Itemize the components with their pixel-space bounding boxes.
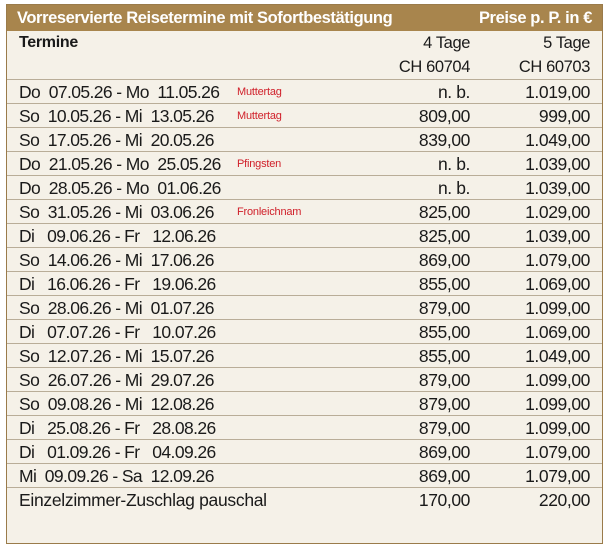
header-termine: Termine (19, 34, 78, 51)
row-price-5-tage: 999,00 (538, 106, 591, 126)
row-dates: Do 21.05.26 - Mo 25.05.26 (19, 154, 221, 174)
row-dates: Mi 09.09.26 - Sa 12.09.26 (19, 466, 215, 486)
row-price-5-tage: 1.099,00 (525, 370, 590, 390)
header-5-tage: 5 Tage (543, 34, 590, 52)
row-dates: So 14.06.26 - Mi 17.06.26 (19, 250, 215, 270)
surcharge-price-4: 170,00 (418, 490, 471, 510)
row-price-4-tage: 869,00 (418, 466, 471, 486)
row-price-4-tage: 809,00 (418, 106, 471, 126)
row-dates: Di 07.07.26 - Fr 10.07.26 (19, 322, 216, 342)
table-row: So 26.07.26 - Mi 29.07.26 879,00 1.099,00 (7, 368, 602, 392)
header-code-5: CH 60703 (518, 58, 591, 76)
row-price-5-tage: 1.019,00 (525, 82, 590, 102)
table-body: Do 07.05.26 - Mo 11.05.26 Muttertag n. b. 1… (7, 80, 602, 488)
table-row: Do 07.05.26 - Mo 11.05.26 Muttertag n. b. 1… (7, 80, 602, 104)
row-dates: So 17.05.26 - Mi 20.05.26 (19, 130, 215, 150)
row-price-5-tage: 1.069,00 (525, 274, 590, 294)
row-dates: Di 16.06.26 - Fr 19.06.26 (19, 274, 216, 294)
row-price-5-tage: 1.039,00 (525, 154, 590, 174)
table-row: Di 01.09.26 - Fr 04.09.26 869,00 1.079,00 (7, 440, 602, 464)
table-title-bar: Vorreservierte Reisetermine mit Sofortbe… (7, 5, 602, 31)
row-holiday-note: Muttertag (237, 110, 282, 122)
row-price-5-tage: 1.049,00 (525, 130, 590, 150)
table-row: Di 07.07.26 - Fr 10.07.26 855,00 1.069,00 (7, 320, 602, 344)
row-price-4-tage: 825,00 (418, 202, 471, 222)
row-price-5-tage: 1.079,00 (525, 442, 590, 462)
row-price-4-tage: 855,00 (418, 274, 471, 294)
header-row: Termine 4 Tage 5 Tage (7, 31, 602, 55)
row-price-5-tage: 1.049,00 (525, 346, 590, 366)
row-price-4-tage: 855,00 (418, 346, 471, 366)
row-dates: Di 01.09.26 - Fr 04.09.26 (19, 442, 216, 462)
table-row: So 12.07.26 - Mi 15.07.26 855,00 1.049,00 (7, 344, 602, 368)
row-dates: Di 09.06.26 - Fr 12.06.26 (19, 226, 216, 246)
surcharge-row: Einzelzimmer-Zuschlag pauschal 170,00 22… (7, 488, 602, 512)
row-price-4-tage: 825,00 (418, 226, 471, 246)
table-row: Do 28.05.26 - Mo 01.06.26 n. b. 1.039,00 (7, 176, 602, 200)
row-price-5-tage: 1.079,00 (525, 466, 590, 486)
table-row: Di 09.06.26 - Fr 12.06.26 825,00 1.039,00 (7, 224, 602, 248)
row-price-4-tage: 879,00 (418, 370, 471, 390)
header-code-row: CH 60704 CH 60703 (7, 55, 602, 79)
row-price-4-tage: 869,00 (418, 442, 471, 462)
row-price-5-tage: 1.069,00 (525, 322, 590, 342)
row-holiday-note: Muttertag (237, 86, 282, 98)
row-price-4-tage: 869,00 (418, 250, 471, 270)
row-dates: So 12.07.26 - Mi 15.07.26 (19, 346, 215, 366)
row-price-5-tage: 1.099,00 (525, 418, 590, 438)
row-price-5-tage: 1.039,00 (525, 226, 590, 246)
row-holiday-note: Fronleichnam (237, 206, 302, 218)
table-header: Termine 4 Tage 5 Tage CH 60704 CH 60703 (7, 31, 602, 80)
table-row: Do 21.05.26 - Mo 25.05.26 Pfingsten n. b. 1… (7, 152, 602, 176)
row-price-4-tage: n. b. (437, 82, 470, 102)
row-dates: So 31.05.26 - Mi 03.06.26 (19, 202, 215, 222)
price-table: Vorreservierte Reisetermine mit Sofortbe… (6, 4, 603, 544)
table-row: So 28.06.26 - Mi 01.07.26 879,00 1.099,00 (7, 296, 602, 320)
row-dates: Di 25.08.26 - Fr 28.08.26 (19, 418, 216, 438)
row-price-5-tage: 1.029,00 (525, 202, 590, 222)
table-row: Di 25.08.26 - Fr 28.08.26 879,00 1.099,00 (7, 416, 602, 440)
row-price-5-tage: 1.079,00 (525, 250, 590, 270)
table-row: So 14.06.26 - Mi 17.06.26 869,00 1.079,00 (7, 248, 602, 272)
row-dates: So 10.05.26 - Mi 13.05.26 (19, 106, 215, 126)
row-dates: So 26.07.26 - Mi 29.07.26 (19, 370, 215, 390)
row-price-5-tage: 1.099,00 (525, 298, 590, 318)
price-note: Preise p. P. in € (478, 8, 592, 27)
table-row: So 17.05.26 - Mi 20.05.26 839,00 1.049,00 (7, 128, 602, 152)
row-price-4-tage: n. b. (437, 154, 470, 174)
surcharge-label: Einzelzimmer-Zuschlag pauschal (19, 490, 267, 510)
row-dates: So 09.08.26 - Mi 12.08.26 (19, 394, 215, 414)
row-price-4-tage: 879,00 (418, 394, 471, 414)
table-title: Vorreservierte Reisetermine mit Sofortbe… (17, 8, 393, 27)
surcharge-price-5: 220,00 (538, 490, 591, 510)
row-price-4-tage: 839,00 (418, 130, 471, 150)
table-row: Di 16.06.26 - Fr 19.06.26 855,00 1.069,00 (7, 272, 602, 296)
header-4-tage: 4 Tage (423, 34, 470, 52)
row-price-4-tage: 879,00 (418, 298, 471, 318)
table-row: So 10.05.26 - Mi 13.05.26 Muttertag 809,00… (7, 104, 602, 128)
table-row: So 09.08.26 - Mi 12.08.26 879,00 1.099,00 (7, 392, 602, 416)
table-row: So 31.05.26 - Mi 03.06.26 Fronleichnam 825… (7, 200, 602, 224)
row-price-4-tage: 879,00 (418, 418, 471, 438)
row-price-4-tage: 855,00 (418, 322, 471, 342)
row-price-5-tage: 1.099,00 (525, 394, 590, 414)
row-price-4-tage: n. b. (437, 178, 470, 198)
row-dates: Do 07.05.26 - Mo 11.05.26 (19, 82, 220, 102)
header-code-4: CH 60704 (398, 58, 471, 76)
row-dates: Do 28.05.26 - Mo 01.06.26 (19, 178, 221, 198)
row-holiday-note: Pfingsten (237, 158, 282, 170)
table-row: Mi 09.09.26 - Sa 12.09.26 869,00 1.079,00 (7, 464, 602, 488)
row-dates: So 28.06.26 - Mi 01.07.26 (19, 298, 215, 318)
row-price-5-tage: 1.039,00 (525, 178, 590, 198)
